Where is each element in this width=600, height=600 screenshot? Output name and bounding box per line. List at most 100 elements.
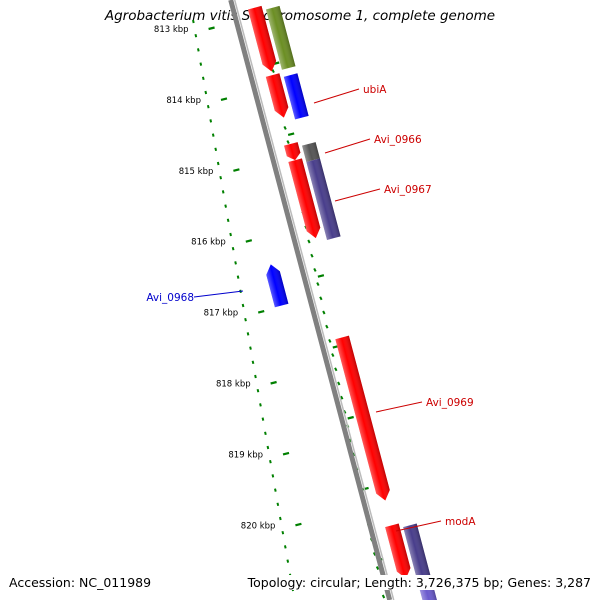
ruler-tick-label: 818 kbp [216,380,251,390]
ruler-dot [196,48,200,52]
ruler-tick [270,380,277,385]
ruler-dot [286,559,290,563]
ruler-dot [322,310,326,315]
ruler-dot [254,374,257,379]
ruler-tick [282,451,290,456]
chromosome-backbone [228,0,395,600]
gene-labels: ubiA Avi_0966 Avi_0967 Avi_0968 Avi_0969 modA [146,84,476,532]
backbone-line [228,0,393,600]
gene-label: Avi_0967 [384,184,432,196]
ruler-tick-label: 817 kbp [204,309,239,319]
ruler-dot [286,140,290,145]
ruler-dot [244,317,247,322]
ruler-dot [279,516,282,521]
ruler-dot [211,133,215,137]
ruler-tick [347,415,354,420]
feature-block-shade [306,158,341,240]
ruler-dot [281,530,285,535]
ruler-dot [340,395,344,400]
feature-block [265,5,296,70]
gene-label: Avi_0969 [426,397,474,409]
ruler-tick-label: 819 kbp [228,450,263,460]
gene-label: modA [445,516,476,528]
feature-block-shade [283,73,309,120]
gene-arrow [247,5,277,72]
ruler-dot [310,253,314,258]
gene-arrow-avi-0969 [335,335,390,501]
ruler-dot [219,175,223,180]
kbp-ruler: 813 kbp 814 kbp 815 kbp 816 kbp 817 kbp 818 k… [154,19,386,599]
ruler-dot [337,381,341,386]
gene-label-leader [313,88,360,104]
ruler-dot [372,551,377,556]
ruler-dot [261,417,265,421]
feature-block [306,158,341,240]
ruler-tick [317,274,325,278]
ruler-tick-label: 816 kbp [191,238,226,248]
ruler-tick [208,26,215,31]
ruler-dot [221,190,225,194]
feature-block-shade [403,523,431,581]
backbone-edge [233,0,395,600]
ruler-tick [233,168,240,172]
ruler-dot [381,594,386,599]
feature-block [302,142,320,162]
ruler-dot [269,459,272,464]
ruler-dot [236,275,240,279]
ruler-dot [271,69,275,74]
gene-arrow-ubia [265,73,289,118]
gene-label-leader [334,188,381,202]
ruler-dot [313,267,317,272]
ruler-dot [229,232,232,237]
ruler-dot [283,125,287,130]
feature-block-shade [302,142,320,162]
gene-arrow-moda [385,523,411,579]
ruler-dot [266,445,270,450]
ruler-dot [214,147,218,152]
ruler-dot [276,502,280,507]
ruler-dot [231,246,235,251]
gene-arrow-avi-0969-shade [335,335,390,501]
ruler-tick-label: 814 kbp [166,96,201,106]
genome-summary-text: Topology: circular; Length: 3,726,375 bp… [247,575,591,590]
ruler-dot [209,119,213,123]
ruler-tick [257,310,265,314]
ruler-tick-label: 813 kbp [154,25,189,35]
ruler-dot [234,261,237,265]
gene-label-leader [375,401,423,413]
ruler-tick [245,239,253,243]
ruler-dot [283,545,287,549]
gene-arrow-shade [247,5,277,72]
gene-arrow-avi-0967 [288,158,321,239]
ruler-dot [251,360,255,365]
ruler-dot [226,218,230,223]
accession-text: Accession: NC_011989 [9,575,152,590]
gene-label: ubiA [363,84,387,96]
ruler-dot [241,303,245,308]
gene-arrow-moda-shade [385,523,411,579]
ruler-dot [201,76,205,81]
gene-arrow-ubia-shade [265,73,289,118]
gene-track [247,5,411,579]
gene-arrow-avi-0967-shade [288,158,321,239]
feature-track [265,5,440,600]
ruler-tick [220,97,228,101]
ruler-dot [307,239,311,244]
gene-label-leader [395,520,442,532]
ruler-tick-label: 820 kbp [241,521,276,531]
ruler-dot [194,33,198,38]
gene-label-leader [193,290,244,298]
feature-block [283,73,309,120]
ruler-dot [325,324,329,329]
ruler-dot [316,282,320,287]
ruler-dot [319,296,323,301]
ruler-dot [206,104,210,109]
feature-block-shade [265,5,296,70]
ruler-tick-label: 815 kbp [179,167,214,177]
ruler-dot [334,367,338,372]
gene-label: Avi_0966 [374,134,422,146]
ruler-dot [271,474,275,478]
gene-arrow-avi-0968 [266,264,289,308]
